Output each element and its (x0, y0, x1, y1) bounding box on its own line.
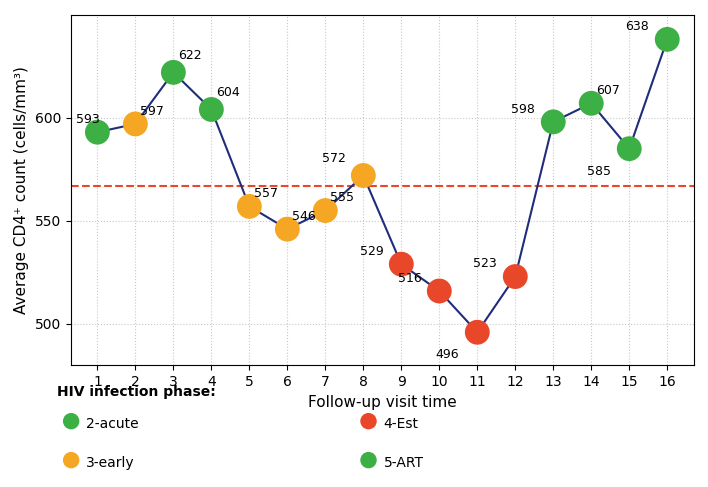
Point (362, 456, 374, 464)
Point (661, 36, 673, 43)
Point (320, 206, 331, 214)
Point (433, 287, 445, 295)
Text: 496: 496 (435, 348, 459, 361)
Text: 597: 597 (140, 105, 164, 118)
Text: 638: 638 (625, 20, 649, 33)
Text: 546: 546 (292, 210, 316, 223)
Point (547, 118, 559, 126)
Point (396, 260, 407, 268)
Point (92, 128, 103, 136)
Text: 529: 529 (360, 245, 383, 258)
Point (362, 417, 374, 425)
Text: 604: 604 (216, 86, 240, 99)
Text: HIV infection phase:: HIV infection phase: (57, 385, 215, 399)
Text: 557: 557 (254, 187, 278, 200)
Point (624, 145, 635, 152)
Text: 5-ART: 5-ART (384, 456, 423, 469)
Text: 622: 622 (178, 49, 202, 62)
Text: 3-early: 3-early (86, 456, 135, 469)
Point (244, 203, 255, 210)
Text: 2-acute: 2-acute (86, 417, 139, 431)
Point (358, 171, 369, 179)
Point (130, 120, 141, 128)
Point (168, 69, 179, 76)
Point (282, 225, 293, 233)
Text: 593: 593 (76, 113, 101, 126)
Text: 607: 607 (596, 84, 620, 97)
Text: 572: 572 (321, 152, 346, 165)
Point (66, 417, 77, 425)
Point (472, 328, 483, 336)
Point (206, 106, 217, 113)
Text: 523: 523 (474, 257, 497, 270)
Text: 585: 585 (588, 165, 612, 178)
Point (66, 456, 77, 464)
Y-axis label: Average CD4⁺ count (cells/mm³): Average CD4⁺ count (cells/mm³) (14, 66, 29, 314)
Point (510, 273, 521, 281)
X-axis label: Follow-up visit time: Follow-up visit time (308, 394, 457, 410)
Text: 598: 598 (511, 103, 535, 116)
Text: 4-Est: 4-Est (384, 417, 418, 431)
Text: 555: 555 (330, 191, 354, 205)
Point (586, 99, 597, 107)
Text: 516: 516 (397, 272, 421, 285)
